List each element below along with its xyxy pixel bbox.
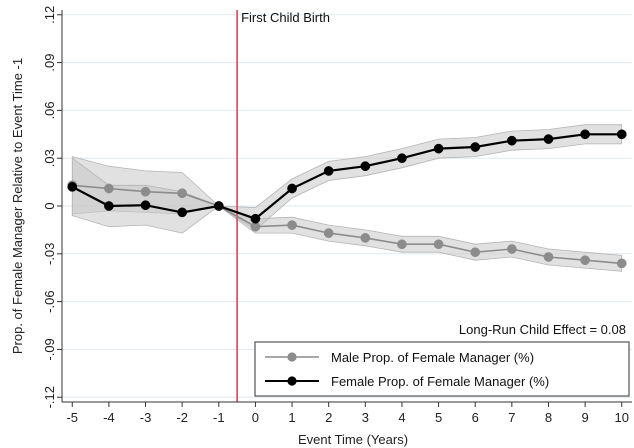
legend-marker-male <box>287 352 297 362</box>
data-point-female <box>470 142 481 152</box>
x-tick-label: -3 <box>140 410 152 425</box>
y-tick-label: 0 <box>42 202 57 209</box>
data-point-female <box>433 143 444 154</box>
legend-label-male: Male Prop. of Female Manager (%) <box>331 350 534 365</box>
data-point-male <box>506 244 517 254</box>
data-point-male <box>543 252 554 262</box>
legend-label-female: Female Prop. of Female Manager (%) <box>331 374 549 389</box>
data-point-female <box>506 135 517 146</box>
x-tick-label: 2 <box>325 410 332 425</box>
y-tick-label: .06 <box>42 101 57 119</box>
data-point-male <box>616 258 627 269</box>
data-point-female <box>580 129 590 140</box>
x-tick-label: -5 <box>66 410 78 425</box>
y-tick-label: -.12 <box>42 386 57 408</box>
confidence-band-female <box>71 124 623 234</box>
series-lines <box>67 129 627 269</box>
x-tick-label: 1 <box>288 410 295 425</box>
data-point-male <box>433 239 444 250</box>
data-point-female <box>177 207 188 218</box>
y-tick-label: -.06 <box>42 290 57 312</box>
data-point-female <box>323 166 334 176</box>
data-point-female <box>140 200 151 211</box>
data-point-female <box>360 161 371 172</box>
y-tick-label: -.09 <box>42 338 57 360</box>
x-tick-label: 4 <box>398 410 405 425</box>
data-point-female <box>616 129 627 140</box>
data-point-male <box>323 228 334 238</box>
x-tick-label: -4 <box>103 410 115 425</box>
data-point-female <box>250 213 261 224</box>
data-point-male <box>140 186 151 197</box>
data-point-male <box>580 255 590 266</box>
x-tick-label: 8 <box>545 410 552 425</box>
data-point-female <box>104 201 114 211</box>
data-point-female <box>397 153 407 164</box>
data-point-female <box>67 182 78 192</box>
legend-marker-female <box>287 376 297 386</box>
data-point-male <box>397 239 407 250</box>
data-point-male <box>177 188 188 199</box>
y-tick-label: .12 <box>42 6 57 24</box>
y-tick-label: -.03 <box>42 243 57 265</box>
x-axis-title: Event Time (Years) <box>298 432 408 447</box>
legend: Male Prop. of Female Manager (%) Female P… <box>254 341 630 397</box>
data-point-male <box>360 233 371 243</box>
data-point-male <box>287 220 297 230</box>
y-tick-label: .03 <box>42 149 57 167</box>
series-line-male <box>72 184 622 265</box>
data-point-female <box>287 183 297 194</box>
axes: -.12 -.09 -.06 -.03 0 .03 .06 .09 .12 -5 -4 -3 -2 -1 0… <box>42 6 632 425</box>
x-tick-label: 6 <box>472 410 479 425</box>
x-tick-label: 5 <box>435 410 442 425</box>
x-tick-label: 9 <box>581 410 588 425</box>
y-tick-label: .09 <box>42 54 57 72</box>
data-point-male <box>104 183 114 194</box>
long-run-effect-annotation: Long-Run Child Effect = 0.08 <box>459 322 626 337</box>
x-tick-label: 10 <box>615 410 629 425</box>
series-line-female <box>71 133 622 220</box>
data-point-male <box>470 247 481 258</box>
data-point-female <box>213 201 224 211</box>
chart-text: Event Time (Years) Prop. of Female Manage… <box>10 10 626 447</box>
x-tick-label: 7 <box>508 410 515 425</box>
y-axis-title: Prop. of Female Manager Relative to Even… <box>10 58 25 354</box>
x-tick-label: -2 <box>176 410 188 425</box>
data-point-female <box>543 134 554 144</box>
x-tick-label: -1 <box>213 410 225 425</box>
x-tick-label: 0 <box>252 410 259 425</box>
legend-box <box>254 341 630 397</box>
first-child-birth-label: First Child Birth <box>241 10 330 25</box>
x-tick-label: 3 <box>362 410 369 425</box>
